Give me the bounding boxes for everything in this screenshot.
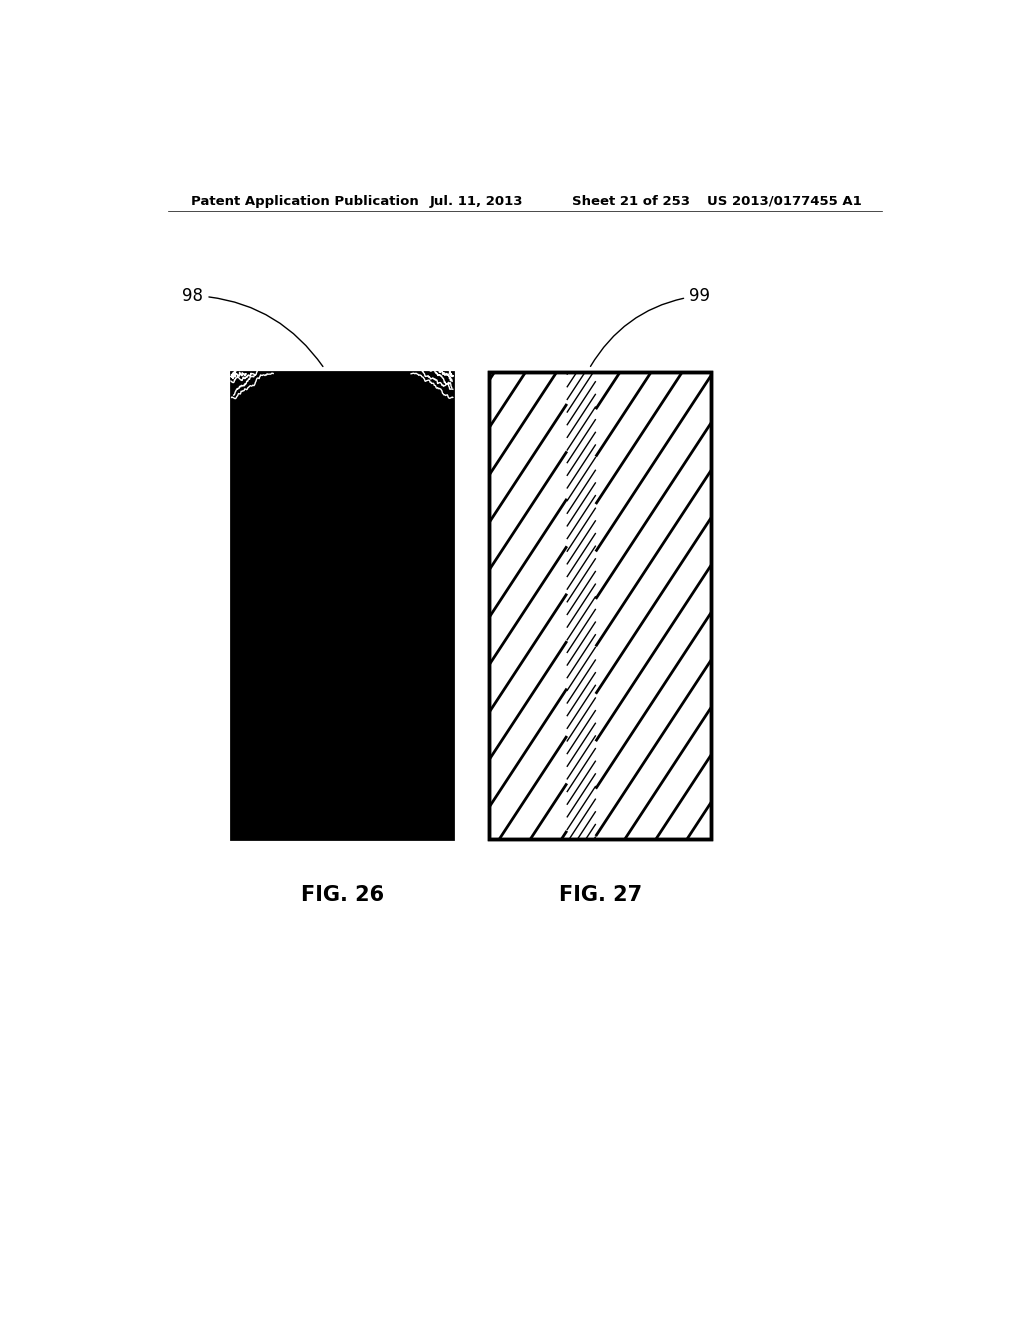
Bar bbox=[231, 372, 454, 840]
Bar bbox=[489, 372, 712, 840]
Text: 99: 99 bbox=[591, 286, 710, 367]
Text: US 2013/0177455 A1: US 2013/0177455 A1 bbox=[708, 194, 862, 207]
Text: Jul. 11, 2013: Jul. 11, 2013 bbox=[430, 194, 523, 207]
Bar bbox=[489, 372, 712, 840]
Text: FIG. 26: FIG. 26 bbox=[301, 886, 384, 906]
Text: 98: 98 bbox=[182, 286, 323, 367]
Text: FIG. 27: FIG. 27 bbox=[559, 886, 642, 906]
Text: Sheet 21 of 253: Sheet 21 of 253 bbox=[572, 194, 690, 207]
Text: Patent Application Publication: Patent Application Publication bbox=[191, 194, 419, 207]
